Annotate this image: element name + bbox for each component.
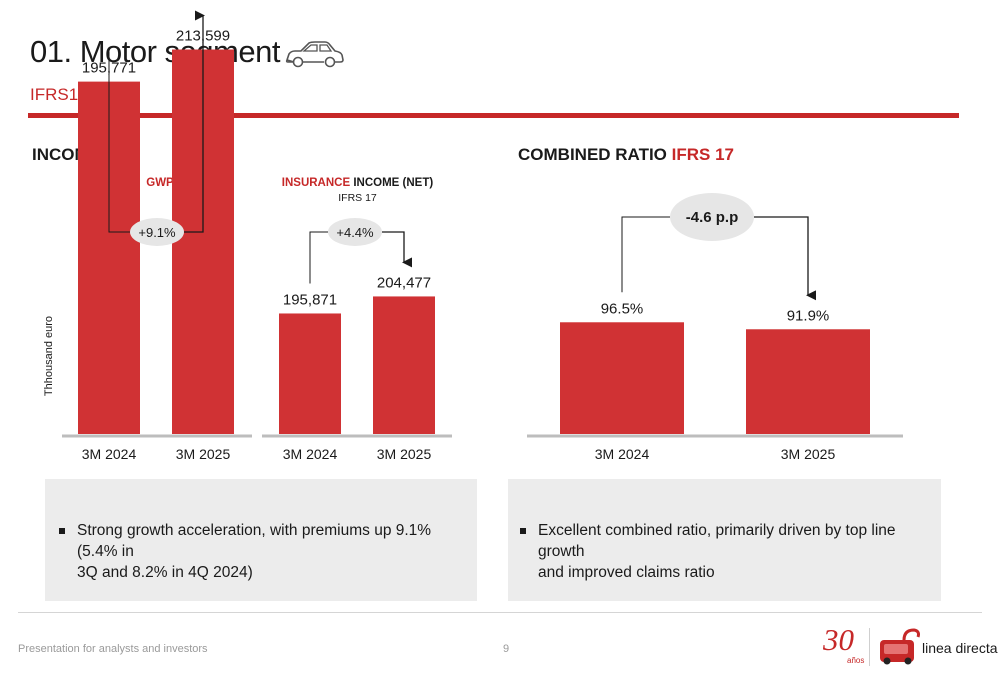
combined-ratio-bracket-left <box>621 216 670 293</box>
header-divider <box>28 113 959 118</box>
income-comment-box: Strong growth acceleration, with premium… <box>45 479 477 601</box>
logo-separator <box>869 628 870 666</box>
gwp-change-arrow <box>184 10 205 233</box>
gwp-bracket-left <box>108 51 130 233</box>
insurance-income-bracket-left <box>309 231 328 284</box>
combined-ratio-bullet-line-2: and improved claims ratio <box>538 564 715 581</box>
gwp-x-tick-label: 3M 2024 <box>82 446 137 462</box>
footer-divider <box>18 612 982 613</box>
combined-ratio-data-label: 96.5% <box>601 300 644 317</box>
brand-name: linea directa <box>922 640 998 656</box>
income-bullet-line-1: Strong growth acceleration, with premium… <box>77 522 432 560</box>
insurance-income-bar <box>279 313 341 434</box>
insurance-income-bar <box>373 296 435 434</box>
insurance-income-change-arrow <box>382 231 412 268</box>
footer-text: Presentation for analysts and investors <box>18 643 208 655</box>
gwp-x-tick-label: 3M 2025 <box>176 446 231 462</box>
anniversary-logo: 30 años <box>823 622 865 665</box>
combined-ratio-x-tick-label: 3M 2024 <box>595 446 650 462</box>
insurance-income-data-label: 204,477 <box>377 274 431 291</box>
combined-ratio-comment-box: Excellent combined ratio, primarily driv… <box>508 479 941 601</box>
insurance-income-x-tick-label: 3M 2024 <box>283 446 338 462</box>
combined-ratio-change-label: -4.6 p.p <box>686 209 739 226</box>
combined-ratio-change-arrow <box>754 216 816 301</box>
insurance-income-change-pill <box>328 218 382 246</box>
phone-car-icon <box>880 628 920 665</box>
page-number: 9 <box>503 643 510 655</box>
bullet-square-icon <box>520 528 526 534</box>
gwp-change-pill <box>130 218 184 246</box>
insurance-income-x-tick-label: 3M 2025 <box>377 446 432 462</box>
insurance-income-change-label: +4.4% <box>336 225 374 240</box>
car-icon <box>285 41 344 68</box>
page-title: 01. Motor segment <box>30 34 280 69</box>
combined-ratio-change-pill <box>670 193 754 241</box>
combined-ratio-bar <box>746 329 870 434</box>
insurance-income-data-label: 195,871 <box>283 291 337 308</box>
combined-ratio-section-title: COMBINED RATIO IFRS 17 <box>518 145 734 164</box>
combined-ratio-x-tick-label: 3M 2025 <box>781 446 836 462</box>
combined-ratio-bullet-line-1: Excellent combined ratio, primarily driv… <box>538 522 896 560</box>
insurance-income-chart-subtitle: IFRS 17 <box>338 192 377 204</box>
gwp-change-label: +9.1% <box>138 225 176 240</box>
insurance-income-chart-title: INSURANCE INCOME (NET) <box>281 177 434 189</box>
income-bullet-line-2: 3Q and 8.2% in 4Q 2024) <box>77 564 253 581</box>
combined-ratio-bar <box>560 322 684 434</box>
bullet-square-icon <box>59 528 65 534</box>
combined-ratio-data-label: 91.9% <box>787 307 830 324</box>
gwp-chart-title: GWP <box>146 177 174 189</box>
